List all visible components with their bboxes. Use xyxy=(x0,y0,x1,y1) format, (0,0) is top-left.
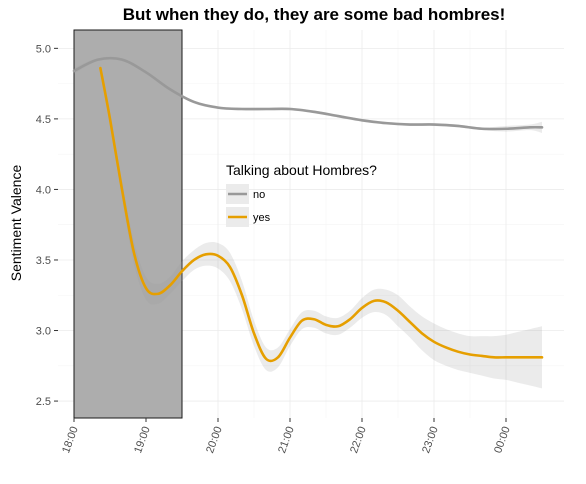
x-tick-label: 18:00 xyxy=(60,425,81,455)
y-tick-label: 3.5 xyxy=(36,255,51,267)
x-tick-label: 22:00 xyxy=(348,425,369,455)
x-tick-label: 00:00 xyxy=(492,425,513,455)
y-axis-title: Sentiment Valence xyxy=(8,165,24,282)
legend-label-no: no xyxy=(253,189,265,201)
series-line-no xyxy=(72,56,544,131)
y-tick-label: 2.5 xyxy=(36,396,51,408)
y-tick-label: 5.0 xyxy=(36,43,51,55)
x-tick-label: 21:00 xyxy=(276,425,297,455)
plot-area: 2.5 3.0 3.5 4.0 4.5 5.0 18:00 19:00 20:00 21:00 22… xyxy=(36,29,564,455)
legend: Talking about Hombres? no yes xyxy=(226,162,377,227)
y-tick-label: 4.5 xyxy=(36,114,51,126)
chart-title: But when they do, they are some bad homb… xyxy=(123,5,506,24)
legend-label-yes: yes xyxy=(253,212,271,224)
x-tick-label: 23:00 xyxy=(420,425,441,455)
x-tick-label: 19:00 xyxy=(132,425,153,455)
y-tick-label: 3.0 xyxy=(36,326,51,338)
legend-title: Talking about Hombres? xyxy=(226,162,377,178)
series-line-yes xyxy=(99,66,544,363)
x-tick-label: 20:00 xyxy=(204,425,225,455)
y-tick-label: 4.0 xyxy=(36,184,51,196)
